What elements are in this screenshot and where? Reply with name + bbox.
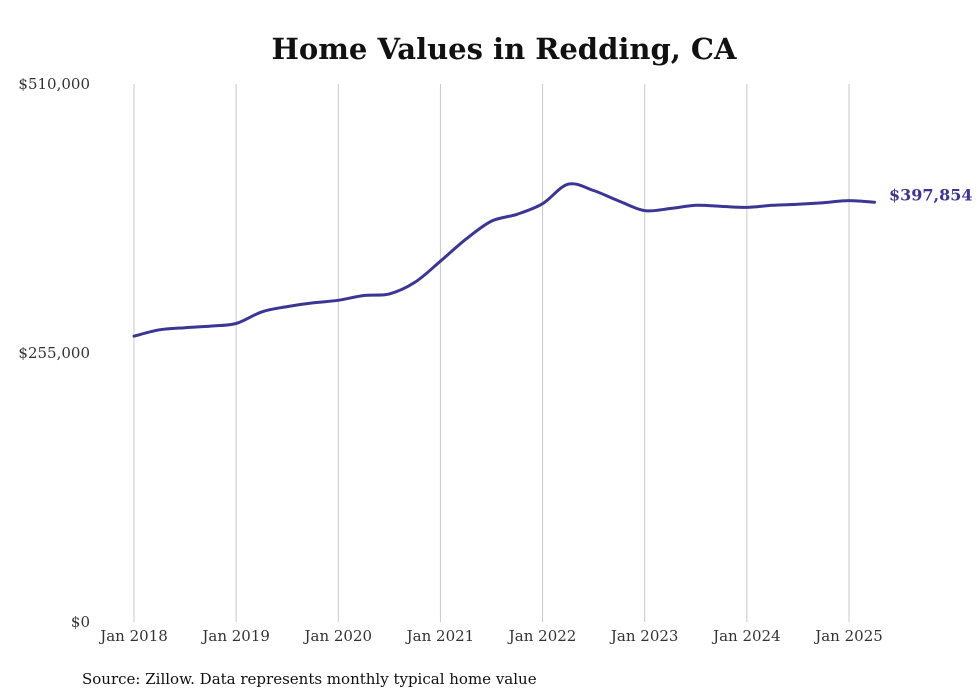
end-value-label: $397,854 xyxy=(889,185,973,204)
x-axis-ticks: Jan 2018 Jan 2019 Jan 2020 Jan 2021 Jan 2022… xyxy=(98,627,883,645)
y-axis-ticks: $0 $255,000 $510,000 xyxy=(18,75,90,631)
grid xyxy=(133,84,850,622)
series-line xyxy=(132,182,876,338)
y-tick-label: $255,000 xyxy=(18,344,90,362)
x-tick-label: Jan 2021 xyxy=(405,627,475,645)
x-tick-label: Jan 2019 xyxy=(200,627,270,645)
x-tick-label: Jan 2020 xyxy=(303,627,373,645)
x-tick-label: Jan 2018 xyxy=(98,627,168,645)
x-tick-label: Jan 2022 xyxy=(507,627,577,645)
x-tick-label: Jan 2025 xyxy=(813,627,883,645)
chart-title: Home Values in Redding, CA xyxy=(271,32,737,66)
y-tick-label: $510,000 xyxy=(18,75,90,93)
source-note: Source: Zillow. Data represents monthly … xyxy=(82,670,537,688)
x-tick-label: Jan 2024 xyxy=(711,627,781,645)
x-tick-label: Jan 2023 xyxy=(609,627,679,645)
y-tick-label: $0 xyxy=(71,613,90,631)
